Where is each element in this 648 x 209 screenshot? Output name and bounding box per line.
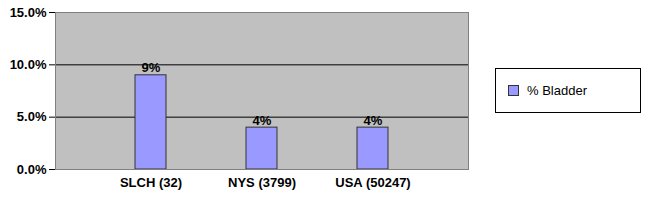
svg-text:0.0%: 0.0% [17, 162, 47, 177]
svg-text:SLCH (32): SLCH (32) [120, 175, 182, 190]
svg-text:15.0%: 15.0% [10, 5, 47, 20]
svg-text:10.0%: 10.0% [10, 57, 47, 72]
html-text:% Bladder: % Bladder [527, 83, 587, 98]
svg-text:5.0%: 5.0% [17, 109, 47, 124]
svg-text:9%: 9% [142, 60, 161, 75]
svg-text:4%: 4% [253, 113, 272, 128]
svg-text:4%: 4% [364, 113, 383, 128]
svg-text:NYS (3799): NYS (3799) [228, 175, 296, 190]
svg-text:USA (50247): USA (50247) [335, 175, 410, 190]
